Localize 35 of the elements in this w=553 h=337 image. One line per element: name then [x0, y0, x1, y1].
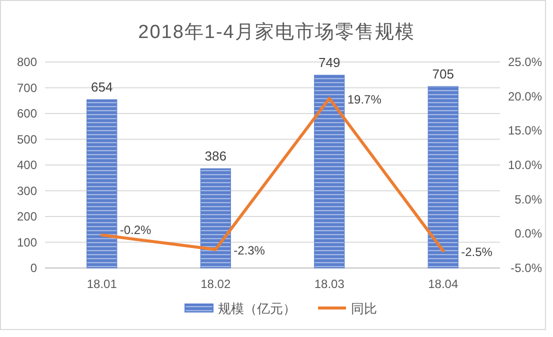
y-tick-label: 400	[16, 158, 38, 172]
y2-tick-label: 5.0%	[514, 192, 542, 206]
bar	[314, 74, 345, 268]
data-label: -2.3%	[234, 243, 266, 258]
data-label: 749	[318, 55, 340, 70]
x-tick-label: 18.02	[200, 277, 231, 291]
x-tick-label: 18.01	[86, 277, 118, 291]
data-label: 386	[204, 148, 226, 164]
y-tick-label: 700	[16, 80, 38, 95]
y-tick-label: 600	[16, 106, 38, 120]
data-label: -0.2%	[120, 223, 152, 238]
data-label: 19.7%	[347, 92, 382, 106]
y-tick-label: 500	[16, 132, 38, 146]
bar	[428, 86, 458, 268]
x-tick-label: 18.03	[314, 277, 345, 291]
y2-tick-label: 0.0%	[514, 226, 542, 241]
legend-label: 同比	[351, 301, 377, 316]
y2-tick-label: 10.0%	[508, 158, 542, 172]
legend-label: 规模（亿元）	[218, 301, 296, 316]
y2-tick-label: 25.0%	[508, 55, 542, 69]
data-label: 654	[91, 80, 113, 95]
y-tick-label: 300	[16, 184, 38, 198]
x-tick-label: 18.04	[428, 277, 458, 291]
y-tick-label: 0	[30, 261, 38, 275]
bar	[86, 99, 118, 268]
y2-tick-label: -5.0%	[510, 261, 542, 275]
chart-title: 2018年1-4月家电市场零售规模	[138, 21, 415, 43]
y-tick-label: 100	[16, 235, 38, 250]
y2-tick-label: 20.0%	[508, 89, 542, 104]
y-tick-label: 200	[16, 210, 38, 224]
data-label: 705	[432, 66, 454, 82]
data-label: -2.5%	[461, 244, 493, 259]
y2-tick-label: 15.0%	[508, 124, 542, 138]
y-tick-label: 800	[16, 55, 38, 69]
bar	[200, 168, 231, 268]
